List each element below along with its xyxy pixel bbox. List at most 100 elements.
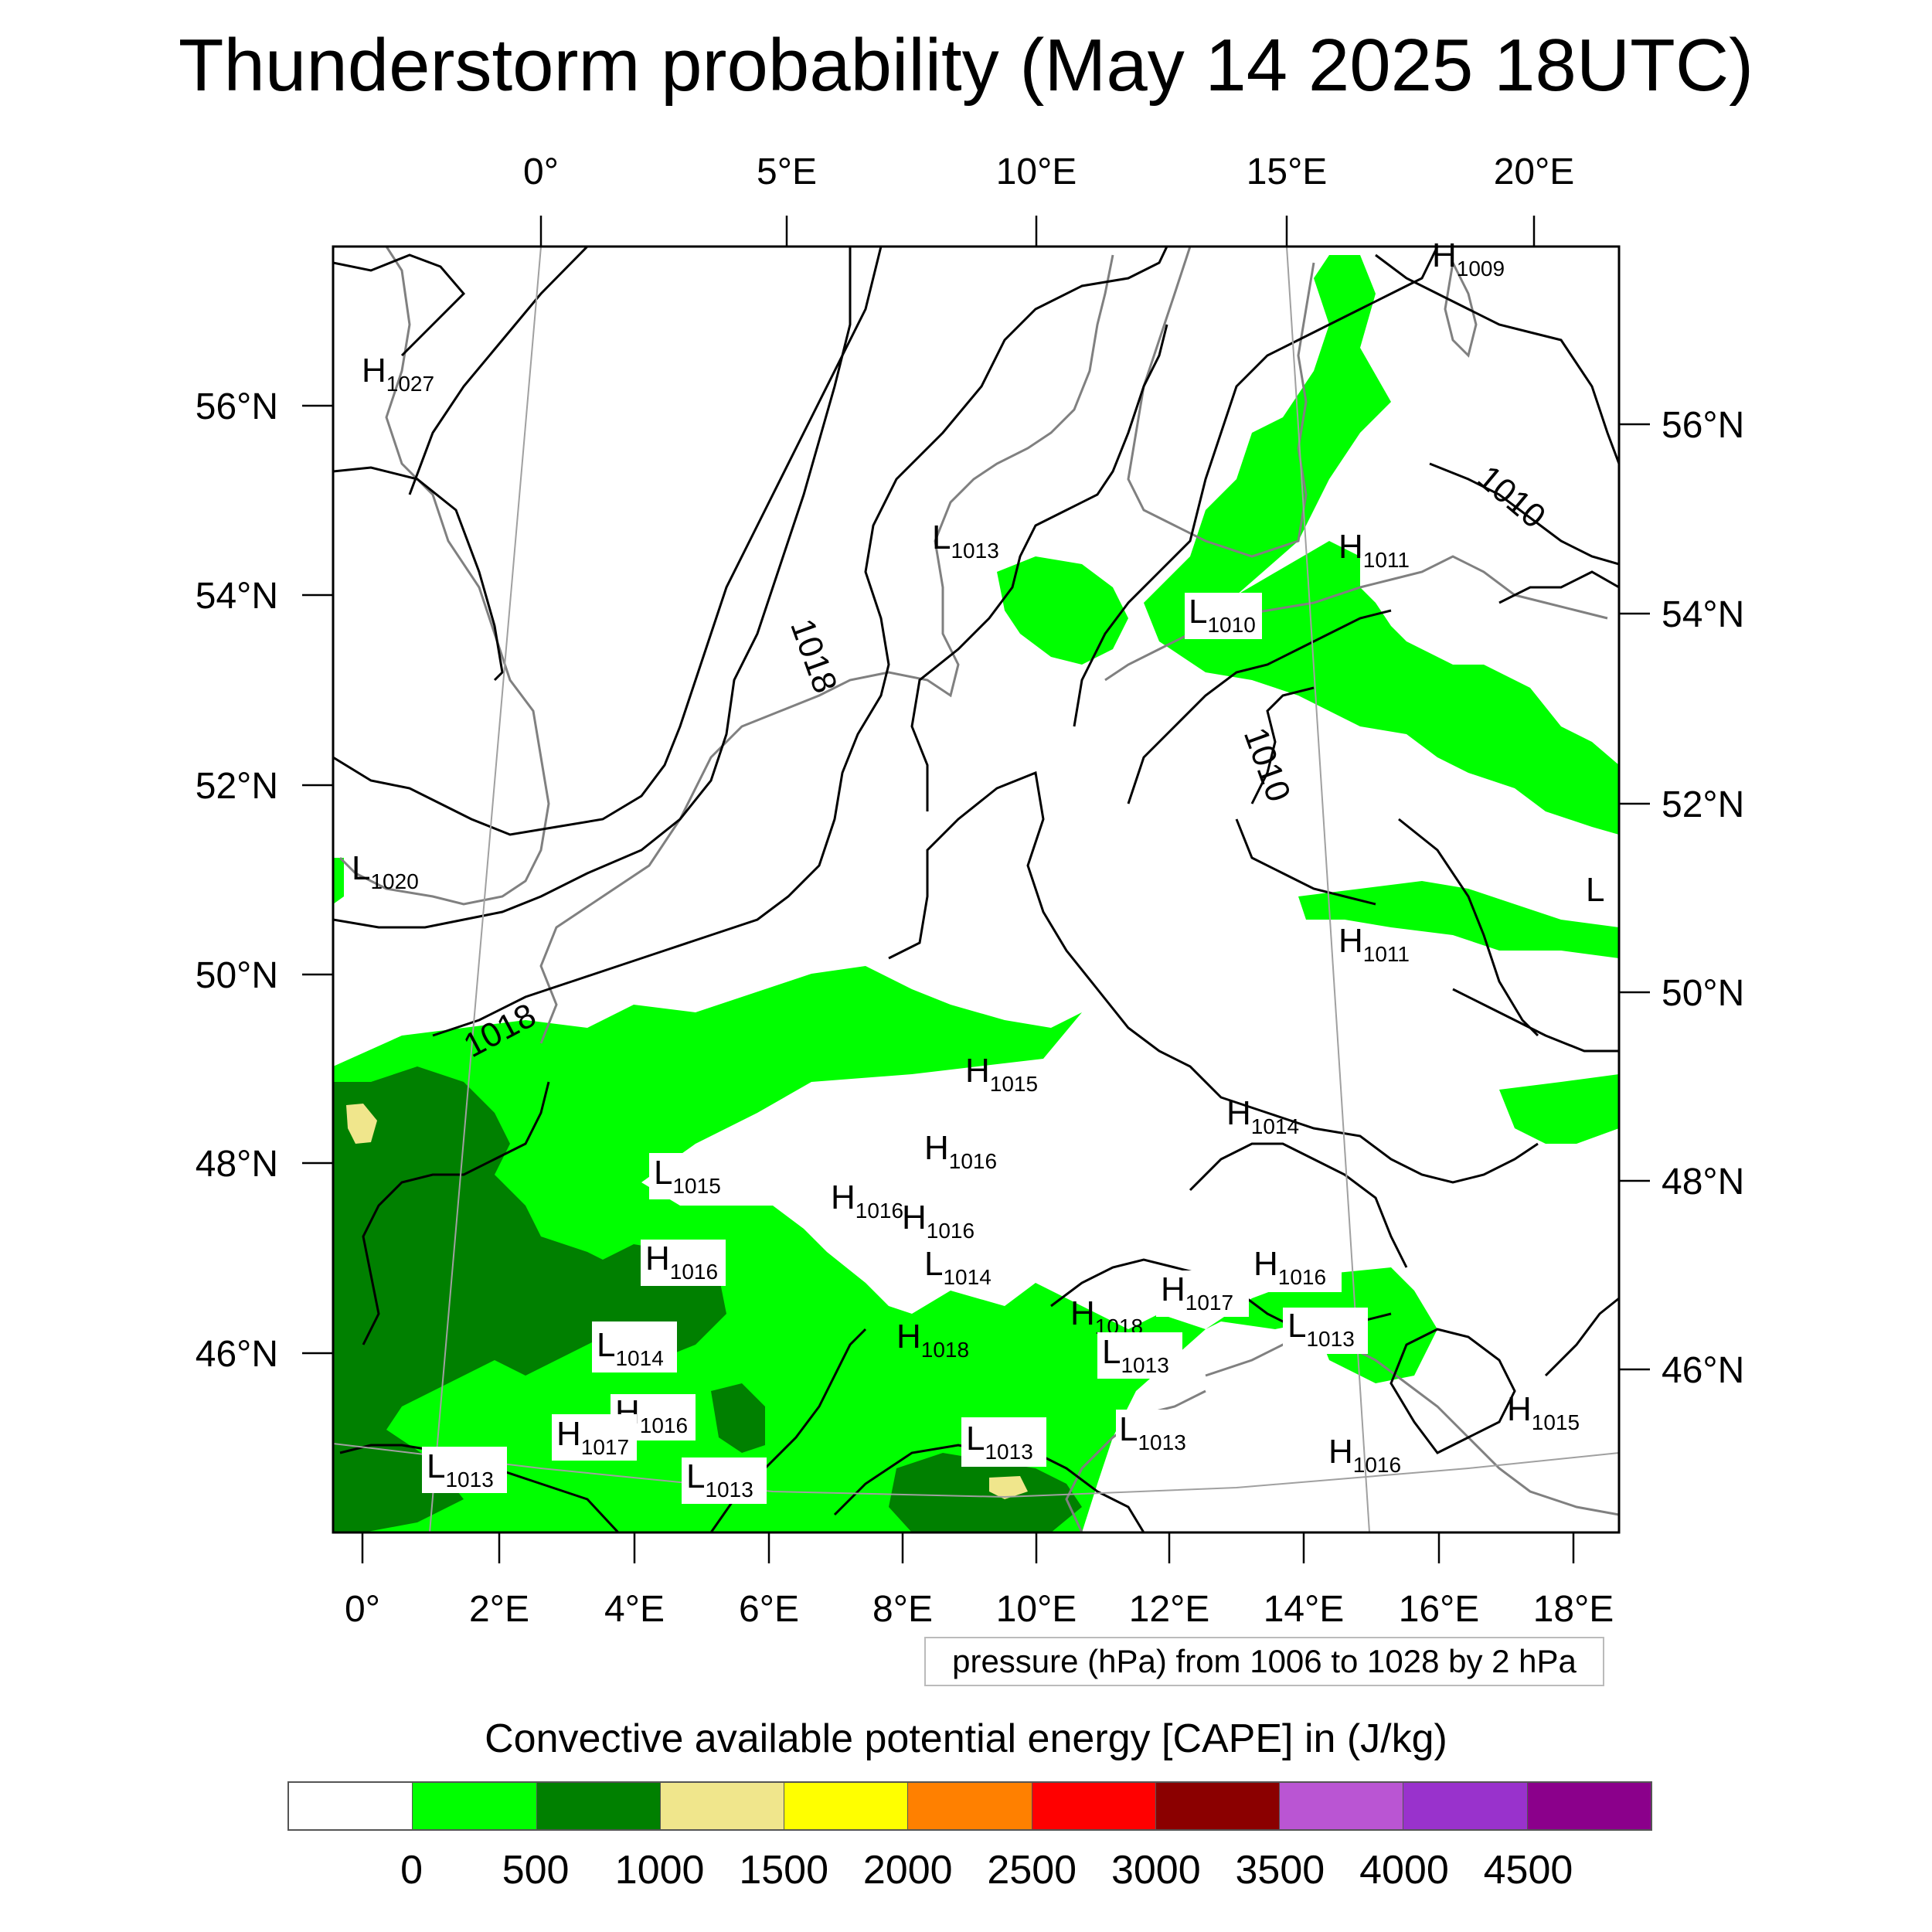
center-value: 1016 <box>949 1149 997 1173</box>
top-lon-label: 15°E <box>1247 151 1328 192</box>
colorbar-box <box>1527 1783 1651 1829</box>
pressure-center-marker: H1009 <box>1432 236 1505 281</box>
colorbar-box <box>1155 1783 1281 1829</box>
pressure-center-marker: H1016 <box>831 1179 903 1223</box>
center-type: H <box>1226 1094 1251 1132</box>
center-type: H <box>902 1199 927 1236</box>
cape-area-light-green-south <box>333 966 1437 1532</box>
svg-text:H1016: H1016 <box>1253 1245 1326 1289</box>
pressure-center-marker: L1013 <box>966 1420 1033 1464</box>
isobar <box>362 1081 550 1345</box>
center-value: 1015 <box>672 1174 720 1198</box>
colorbar-title: Convective available potential energy [C… <box>485 1716 1447 1761</box>
left-lat-label: 56°N <box>196 386 278 427</box>
graticule-line <box>429 247 542 1532</box>
center-type: H <box>924 1129 949 1167</box>
pressure-center-marker: H1011 <box>1338 528 1410 572</box>
right-lat-label: 52°N <box>1662 784 1744 825</box>
center-label-background <box>961 1417 1046 1467</box>
pressure-center-marker: H1016 <box>645 1240 718 1284</box>
center-label-background <box>1283 1308 1368 1354</box>
left-lat-label: 46°N <box>196 1334 278 1375</box>
svg-text:H1009: H1009 <box>1432 236 1505 281</box>
center-value: 1011 <box>1363 548 1410 572</box>
center-type: L <box>924 1245 943 1283</box>
colorbar-label: 1000 <box>614 1848 705 1893</box>
colorbar-box <box>289 1783 413 1829</box>
coastline-scandinavia <box>1127 247 1315 558</box>
center-value: 1018 <box>921 1338 969 1362</box>
center-value: 1016 <box>855 1199 903 1223</box>
center-type: H <box>1432 236 1457 274</box>
pressure-center-marker: H1011 <box>1338 922 1410 966</box>
center-label-background <box>682 1458 767 1504</box>
isobar <box>333 253 466 357</box>
isobar <box>1389 1328 1516 1454</box>
pressure-center-marker: L <box>1586 871 1604 909</box>
svg-text:H1016: H1016 <box>924 1129 997 1173</box>
center-type: H <box>896 1318 921 1355</box>
center-value: 1020 <box>370 869 418 893</box>
center-value: 1017 <box>581 1435 629 1459</box>
center-type: H <box>1070 1294 1095 1332</box>
pressure-center-marker: L1014 <box>597 1326 664 1370</box>
center-label-background <box>1249 1246 1342 1292</box>
left-lat-label: 48°N <box>196 1144 278 1185</box>
svg-text:H1018: H1018 <box>1070 1294 1143 1338</box>
isobar <box>1250 686 1315 804</box>
center-type: L <box>1102 1333 1121 1371</box>
colorbar-label: 2000 <box>862 1848 953 1893</box>
center-type: L <box>966 1420 985 1458</box>
colorbar-label: 3500 <box>1235 1848 1325 1893</box>
isobar-layer <box>333 247 1619 1532</box>
isobar <box>1375 253 1619 464</box>
pressure-center-marker: H1016 <box>1328 1433 1401 1477</box>
coastline-gotland <box>1444 259 1478 358</box>
pressure-center-marker: L1013 <box>427 1447 494 1492</box>
pressure-contour-info: pressure (hPa) from 1006 to 1028 by 2 hP… <box>924 1637 1604 1686</box>
bottom-lon-label: 14°E <box>1264 1589 1345 1630</box>
svg-text:L1013: L1013 <box>932 519 999 563</box>
colorbar-label: 4000 <box>1359 1848 1449 1893</box>
left-latitude-labels: 56°N 54°N 52°N 50°N 48°N 46°N <box>196 386 278 1375</box>
map-frame <box>332 245 1621 1534</box>
cape-area-light-green-north-sea <box>997 556 1128 665</box>
cape-area-light-green-east-band <box>1298 881 1619 958</box>
center-label-background <box>1156 1270 1249 1317</box>
center-label-background <box>1116 1410 1190 1456</box>
colorbar-box <box>784 1783 909 1829</box>
center-label-background <box>422 1447 507 1493</box>
center-value: 1013 <box>1306 1327 1354 1351</box>
bottom-lon-label: 8°E <box>872 1589 933 1630</box>
pressure-center-marker: L1013 <box>1287 1307 1355 1351</box>
pressure-center-marker: H1015 <box>965 1052 1038 1096</box>
center-label-background <box>641 1240 726 1286</box>
center-type: L <box>932 519 951 556</box>
center-label-background <box>1185 593 1262 639</box>
center-type: L <box>427 1447 445 1485</box>
right-latitude-labels: 56°N 54°N 52°N 50°N 48°N 46°N <box>1662 405 1744 1391</box>
center-type: H <box>1161 1270 1185 1308</box>
svg-text:L1014: L1014 <box>597 1326 664 1370</box>
center-value: 1016 <box>670 1260 718 1284</box>
center-label-background <box>592 1321 677 1372</box>
cape-area-dark-green-south-center <box>889 1453 1082 1532</box>
isobar-label: 1018 <box>783 614 845 698</box>
cape-area-light-green-east-south <box>1499 1074 1619 1144</box>
isobar <box>333 247 883 836</box>
cape-fill-layer <box>333 255 1619 1532</box>
isobar <box>910 324 1168 811</box>
colorbar-box <box>536 1783 661 1829</box>
pressure-center-marker: H1018 <box>1070 1294 1143 1338</box>
graticule-line <box>333 1443 1619 1498</box>
svg-text:L1013: L1013 <box>1102 1333 1169 1377</box>
center-value: 1016 <box>927 1219 975 1243</box>
svg-text:L: L <box>1586 871 1604 909</box>
bottom-lon-label: 10°E <box>996 1589 1077 1630</box>
colorbar-label: 0 <box>400 1848 423 1893</box>
svg-text:L1013: L1013 <box>427 1447 494 1492</box>
center-value: 1016 <box>640 1413 688 1437</box>
bottom-lon-label: 4°E <box>604 1589 665 1630</box>
bottom-lon-label: 2°E <box>469 1589 529 1630</box>
bottom-lon-label: 6°E <box>739 1589 799 1630</box>
